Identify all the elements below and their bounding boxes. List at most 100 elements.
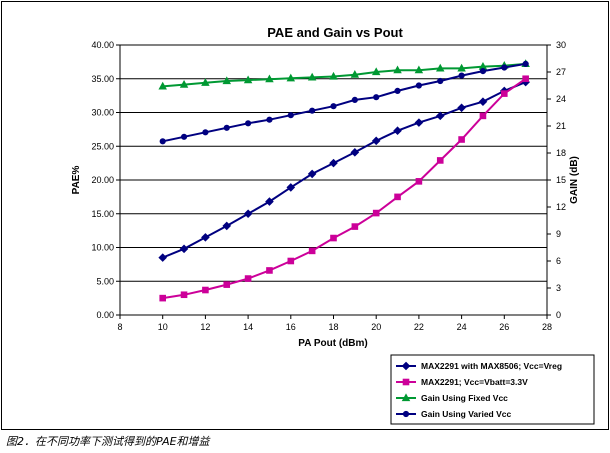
data-point bbox=[371, 67, 381, 76]
data-point bbox=[179, 79, 189, 88]
data-point bbox=[330, 234, 337, 242]
data-point bbox=[394, 87, 401, 95]
y-tick-label: 25.00 bbox=[91, 141, 114, 151]
legend-label: MAX2291 with MAX8506; Vcc=Vreg bbox=[421, 361, 562, 371]
y-tick-label: 5.00 bbox=[96, 276, 114, 286]
data-point bbox=[436, 157, 444, 164]
data-point bbox=[180, 291, 188, 299]
data-point bbox=[393, 126, 402, 136]
legend-items: MAX2291 with MAX8506; Vcc=Vreg MAX2291; V… bbox=[396, 361, 562, 419]
data-point bbox=[350, 70, 360, 78]
data-point bbox=[202, 129, 209, 136]
data-point bbox=[479, 68, 487, 75]
data-point bbox=[222, 76, 231, 85]
data-point bbox=[435, 111, 445, 121]
series-line bbox=[162, 62, 526, 143]
data-point bbox=[223, 281, 231, 288]
data-point bbox=[158, 253, 168, 262]
data-point bbox=[394, 193, 401, 201]
data-point bbox=[522, 75, 529, 83]
x-tick-label: 26 bbox=[499, 322, 509, 332]
data-point bbox=[371, 136, 381, 146]
y2-tick-label: 24 bbox=[556, 94, 566, 104]
x-tick-label: 10 bbox=[158, 322, 168, 332]
data-point bbox=[243, 75, 253, 84]
data-point bbox=[266, 116, 273, 123]
x-tick-label: 12 bbox=[200, 322, 210, 332]
data-point bbox=[479, 112, 487, 120]
data-point bbox=[437, 77, 444, 85]
data-point bbox=[415, 82, 422, 89]
data-point bbox=[351, 96, 358, 104]
x-tick-label: 20 bbox=[371, 322, 381, 332]
data-point bbox=[287, 257, 295, 265]
data-point bbox=[351, 223, 359, 230]
data-point bbox=[501, 64, 508, 71]
legend-label: Gain Using Fixed Vcc bbox=[421, 393, 508, 403]
y2-tick-label: 0 bbox=[556, 310, 561, 320]
data-point bbox=[457, 63, 466, 72]
y2-tick-label: 30 bbox=[556, 40, 566, 50]
y-tick-label: 40.00 bbox=[91, 40, 114, 50]
y2-tick-label: 9 bbox=[556, 229, 561, 239]
data-point bbox=[202, 286, 209, 294]
legend-item: Gain Using Varied Vcc bbox=[396, 409, 512, 419]
y2-tick-label: 3 bbox=[556, 283, 561, 293]
y-tick-label: 35.00 bbox=[91, 74, 114, 84]
data-point bbox=[478, 97, 488, 107]
data-point bbox=[329, 71, 338, 80]
data-point bbox=[223, 124, 230, 131]
y2-tick-label: 18 bbox=[556, 148, 566, 158]
data-point bbox=[393, 65, 402, 74]
data-point bbox=[457, 103, 466, 113]
data-point bbox=[286, 73, 296, 82]
data-point bbox=[414, 65, 424, 74]
y2-tick-label: 15 bbox=[556, 175, 566, 185]
legend-label: MAX2291; Vcc=Vbatt=3.3V bbox=[421, 377, 528, 387]
legend-swatch-marker bbox=[401, 361, 411, 371]
data-point bbox=[330, 103, 337, 110]
data-point bbox=[458, 72, 465, 79]
data-point bbox=[222, 221, 232, 231]
y-axis-label: PAE% bbox=[71, 166, 82, 195]
x-tick-label: 8 bbox=[117, 322, 122, 332]
grid-layer bbox=[120, 78, 547, 282]
series-layer bbox=[158, 59, 530, 302]
data-point bbox=[329, 158, 338, 168]
x-tick-label: 18 bbox=[328, 322, 338, 332]
axes-layer: 0.00 5.00 10.00 15.00 20.00 25.00 30.00 35.00 40… bbox=[91, 40, 566, 332]
series-line bbox=[162, 81, 526, 259]
data-point bbox=[159, 138, 166, 145]
data-point bbox=[245, 120, 252, 127]
legend-swatch-marker bbox=[401, 393, 411, 402]
x-tick-label: 14 bbox=[243, 322, 253, 332]
data-point bbox=[415, 178, 423, 185]
data-point bbox=[307, 72, 317, 81]
data-point bbox=[244, 275, 252, 282]
y-tick-label: 0.00 bbox=[96, 310, 114, 320]
data-point bbox=[201, 233, 210, 242]
x-tick-label: 24 bbox=[457, 322, 467, 332]
data-point bbox=[309, 107, 316, 114]
legend-label: Gain Using Varied Vcc bbox=[421, 409, 512, 419]
y-tick-label: 15.00 bbox=[91, 209, 114, 219]
y-tick-label: 20.00 bbox=[91, 175, 114, 185]
data-point bbox=[201, 78, 210, 86]
legend-item: MAX2291; Vcc=Vbatt=3.3V bbox=[396, 377, 528, 387]
y-tick-label: 10.00 bbox=[91, 243, 114, 253]
data-point bbox=[414, 118, 424, 127]
data-point bbox=[458, 136, 465, 143]
data-point bbox=[308, 247, 316, 255]
data-point bbox=[179, 244, 189, 254]
data-point bbox=[243, 209, 253, 219]
chart-title: PAE and Gain vs Pout bbox=[267, 25, 403, 40]
series-4 bbox=[159, 60, 529, 145]
legend: MAX2291 with MAX8506; Vcc=Vreg MAX2291; V… bbox=[390, 354, 595, 425]
series-1 bbox=[158, 77, 530, 262]
data-point bbox=[159, 294, 166, 302]
data-point bbox=[373, 94, 380, 101]
legend-swatch-marker bbox=[402, 378, 410, 386]
chart-svg: 0.00 5.00 10.00 15.00 20.00 25.00 30.00 35.00 40… bbox=[1, 1, 609, 430]
series-line bbox=[162, 77, 527, 300]
